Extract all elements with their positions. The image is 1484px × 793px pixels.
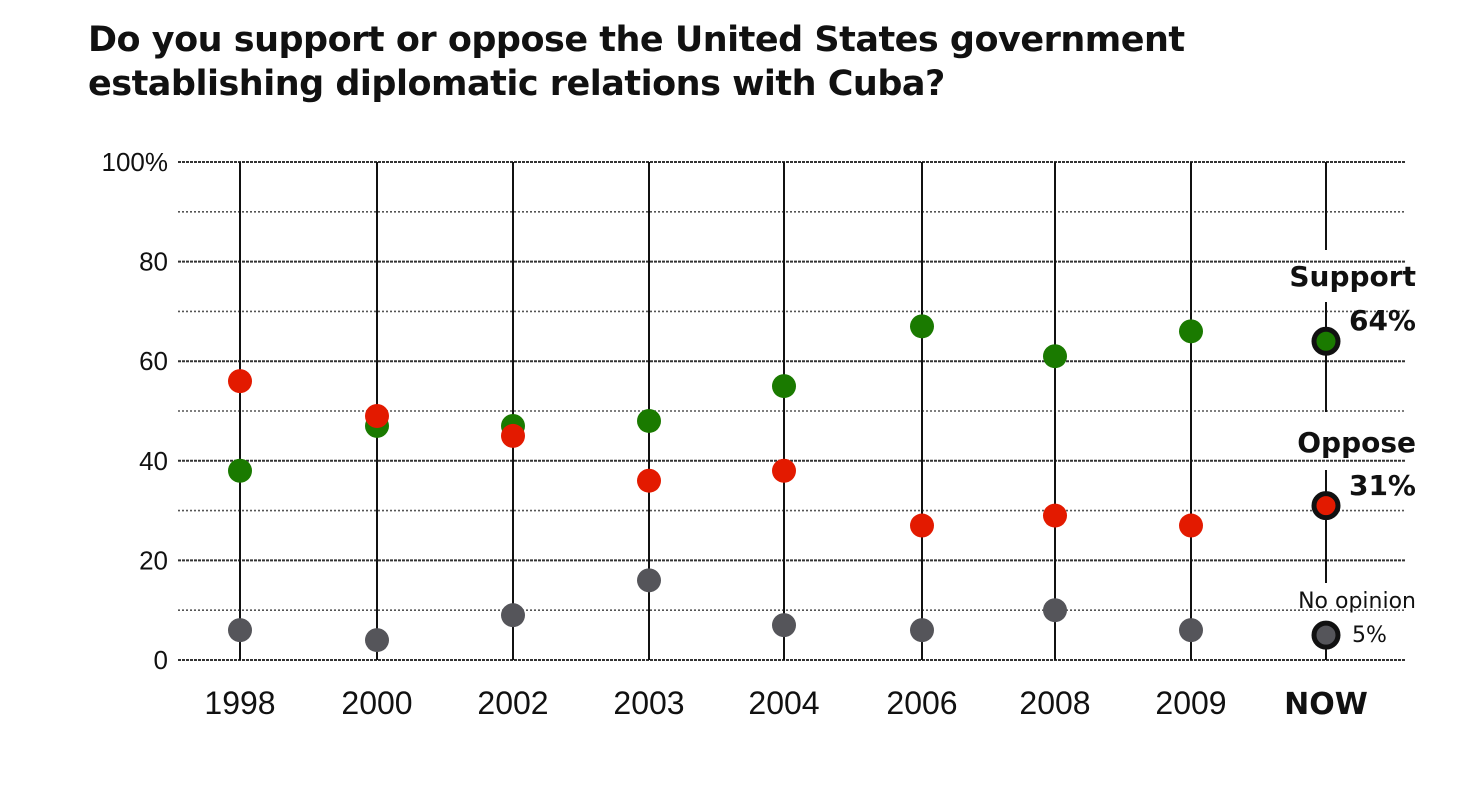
- support-point: [637, 408, 661, 433]
- x-tick-label: 2004: [748, 685, 819, 721]
- oppose-point: [228, 369, 252, 394]
- x-tick-label: 2003: [613, 685, 684, 721]
- y-tick-label: 100%: [102, 147, 169, 177]
- oppose-label: Oppose: [1297, 426, 1416, 459]
- oppose-point: [501, 423, 525, 448]
- chart-title: Do you support or oppose the United Stat…: [88, 18, 1288, 106]
- oppose-value: 31%: [1349, 469, 1416, 502]
- x-tick-label: 2008: [1019, 685, 1090, 721]
- oppose-point: [910, 513, 934, 538]
- oppose-point-now: [1311, 491, 1341, 521]
- support-point: [1043, 344, 1067, 369]
- oppose-point: [637, 468, 661, 493]
- x-tick-label: 1998: [204, 685, 275, 721]
- x-tick-label: 2009: [1155, 685, 1226, 721]
- no-opinion-value: 5%: [1352, 623, 1387, 648]
- data-points: [228, 314, 1341, 653]
- no-opinion-point: [910, 618, 934, 643]
- chart-title-line-1: Do you support or oppose the United Stat…: [88, 20, 1185, 60]
- y-tick-label: 0: [154, 645, 168, 675]
- now-labels: Support 64% Oppose 31% No opinion 5%: [1289, 260, 1416, 648]
- gridlines: [178, 161, 1405, 661]
- no-opinion-point: [637, 568, 661, 593]
- support-point-now: [1311, 326, 1341, 356]
- support-value: 64%: [1349, 304, 1416, 337]
- y-axis-ticks: 100% 80 60 40 20 0: [102, 147, 169, 675]
- y-tick-label: 40: [139, 446, 168, 476]
- chart-title-line-2: establishing diplomatic relations with C…: [88, 64, 945, 104]
- no-opinion-label: No opinion: [1298, 589, 1416, 614]
- no-opinion-point: [772, 613, 796, 638]
- x-axis-ticks: 1998 2000 2002 2003 2004 2006 2008 2009 NOW: [204, 685, 1367, 722]
- no-opinion-point: [1179, 618, 1203, 643]
- x-tick-label: 2002: [477, 685, 548, 721]
- oppose-point: [365, 403, 389, 428]
- oppose-point: [772, 458, 796, 483]
- support-label: Support: [1289, 260, 1416, 293]
- y-tick-label: 60: [139, 346, 168, 376]
- oppose-point: [1043, 503, 1067, 528]
- support-point: [910, 314, 934, 339]
- no-opinion-point: [228, 618, 252, 643]
- y-tick-label: 80: [139, 247, 168, 277]
- y-tick-label: 20: [139, 545, 168, 575]
- x-tick-label: 2000: [341, 685, 412, 721]
- x-tick-label: 2006: [886, 685, 957, 721]
- no-opinion-point-now: [1311, 620, 1341, 650]
- no-opinion-point: [501, 603, 525, 628]
- year-stems: [239, 162, 1327, 660]
- support-point: [772, 374, 796, 399]
- support-point: [1179, 319, 1203, 344]
- support-point: [228, 458, 252, 483]
- x-tick-label: NOW: [1284, 687, 1368, 722]
- no-opinion-point: [365, 628, 389, 653]
- oppose-point: [1179, 513, 1203, 538]
- no-opinion-point: [1043, 598, 1067, 623]
